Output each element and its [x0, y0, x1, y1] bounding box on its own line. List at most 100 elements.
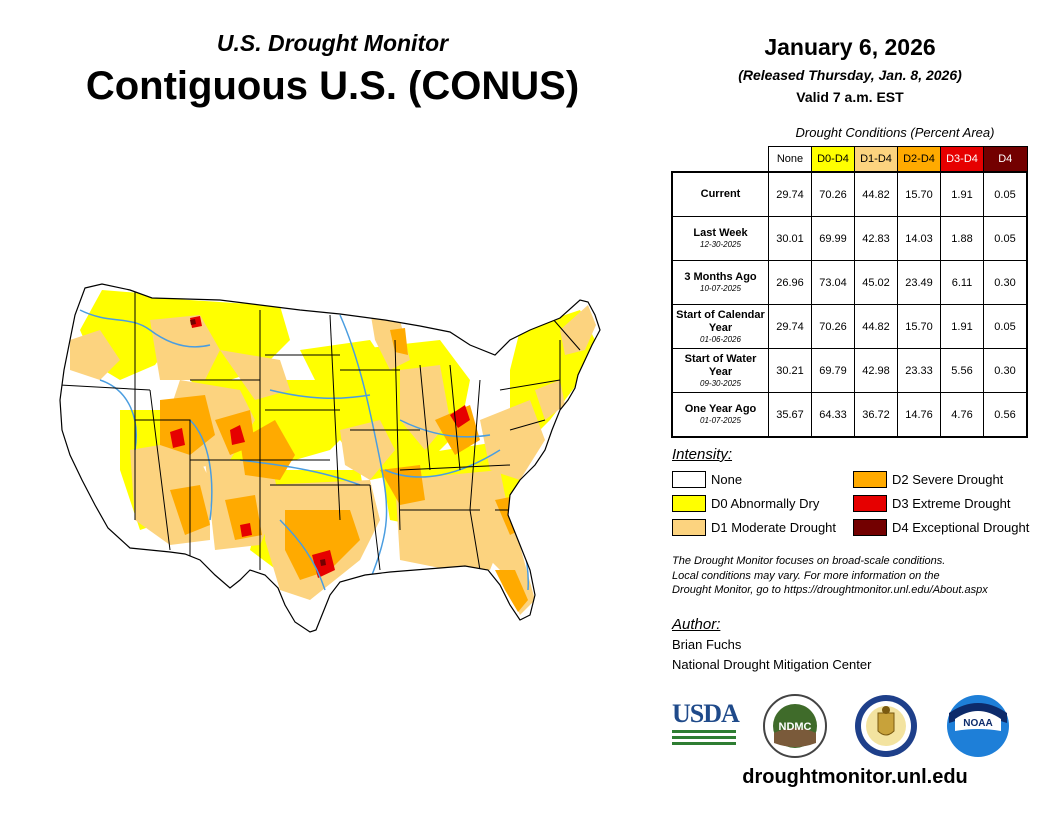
table-cell: 6.11 — [940, 260, 984, 305]
table-cell: 14.76 — [897, 392, 941, 438]
map-subtitle: U.S. Drought Monitor — [216, 30, 449, 56]
table-cell: 35.67 — [768, 392, 812, 438]
table-cell: 30.21 — [768, 348, 812, 393]
usda-logo-text: USDA — [672, 699, 740, 728]
valid-time: Valid 7 a.m. EST — [796, 89, 904, 105]
row-label: 3 Months Ago 10-07-2025 — [671, 260, 769, 305]
legend-label-none: None — [711, 472, 743, 487]
col-d0-d4: D0-D4 — [811, 146, 855, 173]
table-cell: 14.03 — [897, 216, 941, 261]
table-cell: 44.82 — [854, 171, 898, 217]
legend-label-d4: D4 Exceptional Drought — [892, 520, 1030, 535]
table-cell: 1.91 — [940, 304, 984, 349]
table-cell: 70.26 — [811, 304, 855, 349]
noaa-logo-text: NOAA — [963, 718, 992, 729]
footer-url[interactable]: droughtmonitor.unl.edu — [742, 766, 968, 788]
legend-label-d2: D2 Severe Drought — [892, 472, 1004, 487]
table-cell: 0.30 — [983, 348, 1028, 393]
map-title: Contiguous U.S. (CONUS) — [85, 64, 580, 108]
table-cell: 26.96 — [768, 260, 812, 305]
table-cell: 42.98 — [854, 348, 898, 393]
author-org: National Drought Mitigation Center — [672, 657, 872, 672]
row-label-text: Current — [700, 188, 741, 200]
col-none: None — [768, 146, 812, 173]
table-cell: 0.05 — [983, 216, 1028, 261]
legend-swatch-d3 — [853, 495, 887, 512]
table-cell: 4.76 — [940, 392, 984, 438]
table-header-row: None D0-D4 D1-D4 D2-D4 D3-D4 D4 — [672, 146, 1028, 173]
table-row: Start of Water Year 09-30-2025 30.21 69.79 4… — [671, 348, 1028, 393]
table-cell: 30.01 — [768, 216, 812, 261]
table-cell: 23.33 — [897, 348, 941, 393]
author-name: Brian Fuchs — [672, 637, 742, 652]
table-row: One Year Ago 01-07-2025 35.67 64.33 36.72 14.… — [671, 392, 1028, 438]
table-corner — [672, 147, 769, 173]
legend-label-d3: D3 Extreme Drought — [892, 496, 1011, 511]
row-label: Start of Calendar Year 01-06-2026 — [671, 304, 769, 349]
legend-label-d1: D1 Moderate Drought — [711, 520, 837, 535]
row-label: One Year Ago 01-07-2025 — [671, 392, 769, 438]
ndmc-logo-text: NDMC — [779, 721, 812, 733]
drought-map — [59, 283, 601, 633]
commerce-seal-logo — [855, 695, 917, 757]
table-cell: 69.99 — [811, 216, 855, 261]
col-d3-d4: D3-D4 — [940, 146, 984, 173]
legend-title: Intensity: — [672, 446, 733, 463]
release-date: (Released Thursday, Jan. 8, 2026) — [738, 67, 962, 83]
table-cell: 29.74 — [768, 304, 812, 349]
row-label-text: Start of Calendar Year — [676, 308, 765, 334]
table-cell: 69.79 — [811, 348, 855, 393]
table-cell: 0.05 — [983, 171, 1028, 217]
col-d1-d4: D1-D4 — [854, 146, 898, 173]
map-date: January 6, 2026 — [764, 34, 936, 60]
table-row: Start of Calendar Year 01-06-2026 29.74 70.… — [671, 304, 1028, 349]
usda-logo-stripes — [672, 730, 736, 745]
legend-swatch-none — [672, 471, 706, 488]
note-line-2: Local conditions may vary. For more info… — [672, 569, 940, 582]
row-label-text: One Year Ago — [684, 403, 757, 415]
row-label: Start of Water Year 09-30-2025 — [671, 348, 769, 393]
col-d4: D4 — [983, 146, 1028, 173]
note-line-1: The Drought Monitor focuses on broad-sca… — [672, 555, 946, 567]
row-date: 01-06-2026 — [700, 334, 741, 344]
table-cell: 1.91 — [940, 171, 984, 217]
note-line-3: Drought Monitor, go to https://droughtmo… — [672, 584, 988, 596]
table-cell: 44.82 — [854, 304, 898, 349]
row-label-text: 3 Months Ago — [684, 271, 757, 283]
row-date: 09-30-2025 — [700, 378, 741, 388]
drought-stats-table: None D0-D4 D1-D4 D2-D4 D3-D4 D4 Current 2… — [671, 146, 1028, 438]
author-heading: Author: — [672, 616, 721, 633]
row-label: Last Week 12-30-2025 — [671, 216, 769, 261]
table-cell: 0.56 — [983, 392, 1028, 438]
row-label-text: Last Week — [693, 227, 748, 239]
table-cell: 70.26 — [811, 171, 855, 217]
row-date: 12-30-2025 — [700, 240, 741, 249]
table-row: Current 29.74 70.26 44.82 15.70 1.91 0.05 — [671, 171, 1028, 217]
table-row: 3 Months Ago 10-07-2025 26.96 73.04 45.02 23.… — [671, 260, 1028, 305]
legend-swatch-d2 — [853, 471, 887, 488]
table-cell: 5.56 — [940, 348, 984, 393]
disclaimer-note: The Drought Monitor focuses on broad-sca… — [672, 554, 1032, 598]
table-cell: 45.02 — [854, 260, 898, 305]
table-cell: 36.72 — [854, 392, 898, 438]
table-cell: 15.70 — [897, 304, 941, 349]
conditions-title: Drought Conditions (Percent Area) — [795, 125, 995, 140]
table-row: Last Week 12-30-2025 30.01 69.99 42.83 14.03 1… — [671, 216, 1028, 261]
row-date: 01-07-2025 — [700, 416, 741, 425]
row-label: Current — [671, 171, 769, 217]
usda-logo: USDA — [672, 699, 740, 748]
noaa-logo: NOAA — [947, 695, 1009, 757]
table-cell: 29.74 — [768, 171, 812, 217]
legend-label-d0: D0 Abnormally Dry — [711, 496, 820, 511]
ndmc-logo: NDMC — [763, 694, 827, 758]
row-date: 10-07-2025 — [700, 284, 741, 293]
legend-swatch-d1 — [672, 519, 706, 536]
legend-swatch-d0 — [672, 495, 706, 512]
row-label-text: Start of Water Year — [684, 352, 757, 378]
col-d2-d4: D2-D4 — [897, 146, 941, 173]
table-cell: 23.49 — [897, 260, 941, 305]
legend-swatch-d4 — [853, 519, 887, 536]
table-cell: 42.83 — [854, 216, 898, 261]
table-cell: 1.88 — [940, 216, 984, 261]
table-cell: 0.30 — [983, 260, 1028, 305]
